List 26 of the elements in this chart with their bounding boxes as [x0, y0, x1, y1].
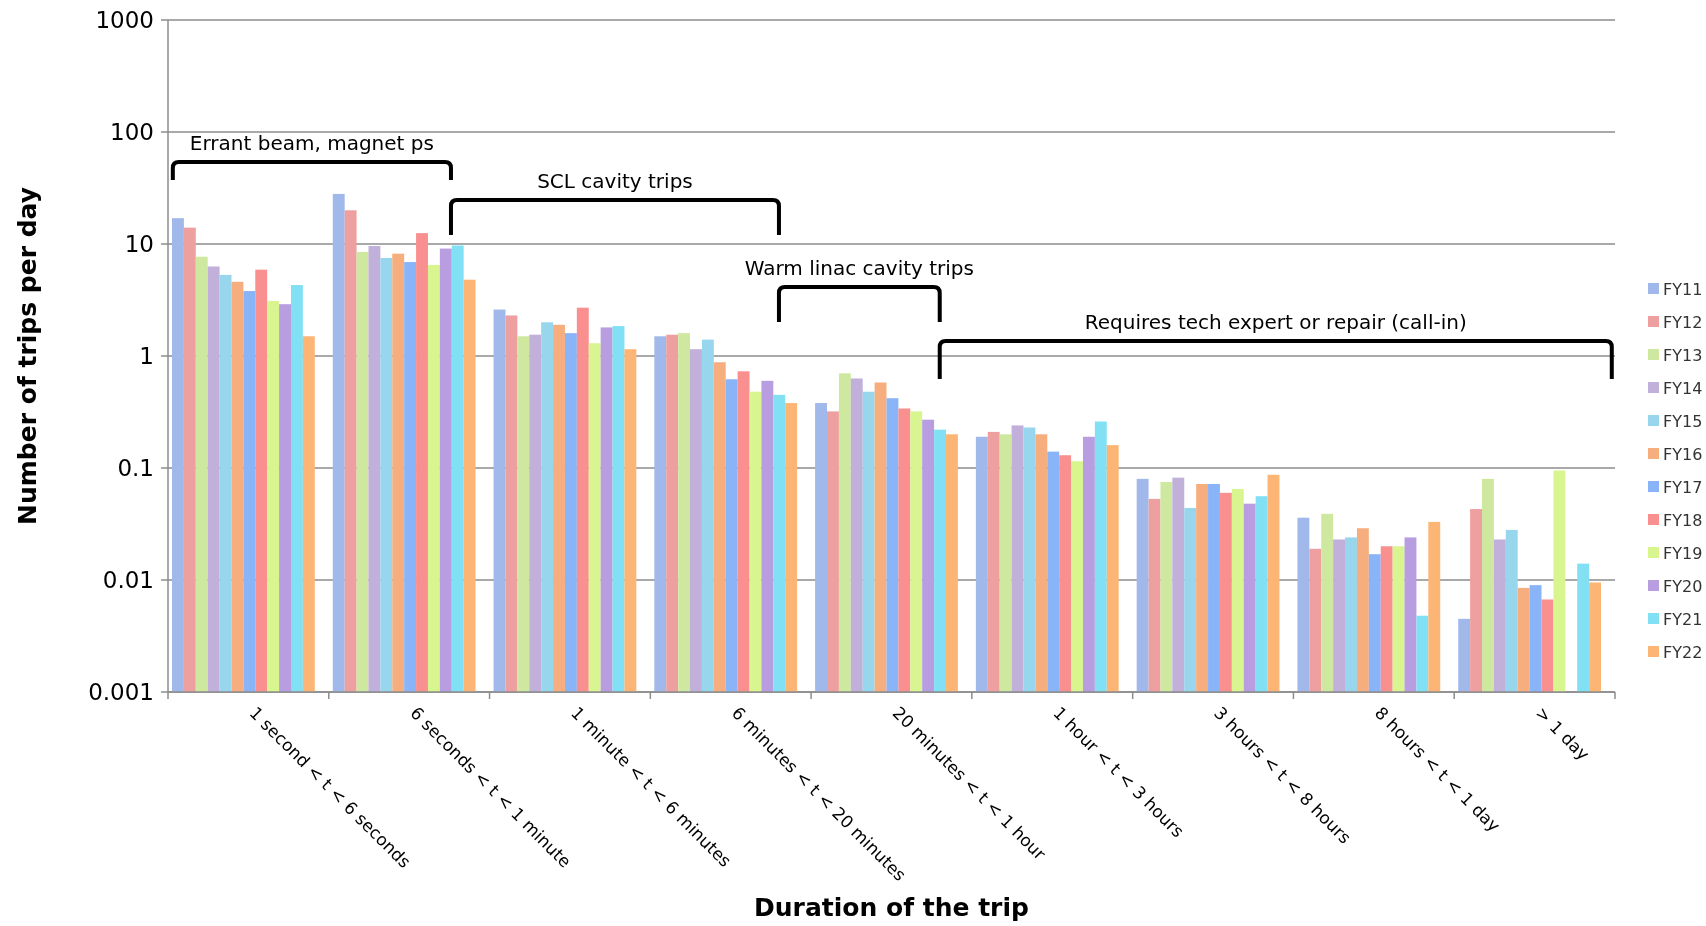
legend-label: FY17 — [1663, 477, 1703, 497]
y-tick-label: 100 — [110, 119, 154, 146]
y-tick-label: 1000 — [95, 7, 154, 34]
legend-label: FY14 — [1663, 378, 1703, 398]
y-tick-label: 0.1 — [117, 455, 154, 482]
legend-label: FY22 — [1663, 642, 1703, 662]
legend-label: FY21 — [1663, 609, 1703, 629]
legend-label: FY12 — [1663, 312, 1703, 332]
legend-label: FY16 — [1663, 444, 1703, 464]
y-tick-label: 0.001 — [88, 679, 154, 706]
legend-label: FY18 — [1663, 510, 1703, 530]
y-tick-label: 10 — [124, 231, 154, 258]
y-tick-label: 0.01 — [102, 567, 154, 594]
annotation: SCL cavity trips — [537, 169, 693, 193]
legend-label: FY15 — [1663, 411, 1703, 431]
x-axis-title: Duration of the trip — [754, 893, 1029, 922]
annotation: Errant beam, magnet ps — [189, 131, 434, 155]
legend-label: FY13 — [1663, 345, 1703, 365]
legend-label: FY20 — [1663, 576, 1703, 596]
x-tick-label: > 1 day — [1531, 702, 1594, 765]
annotation: Warm linac cavity trips — [744, 256, 974, 280]
y-axis-title: Number of trips per day — [13, 187, 42, 525]
annotation: Requires tech expert or repair (call-in) — [1084, 310, 1467, 334]
legend-label: FY11 — [1663, 279, 1703, 299]
y-tick-label: 1 — [139, 343, 154, 370]
legend-label: FY19 — [1663, 543, 1703, 563]
